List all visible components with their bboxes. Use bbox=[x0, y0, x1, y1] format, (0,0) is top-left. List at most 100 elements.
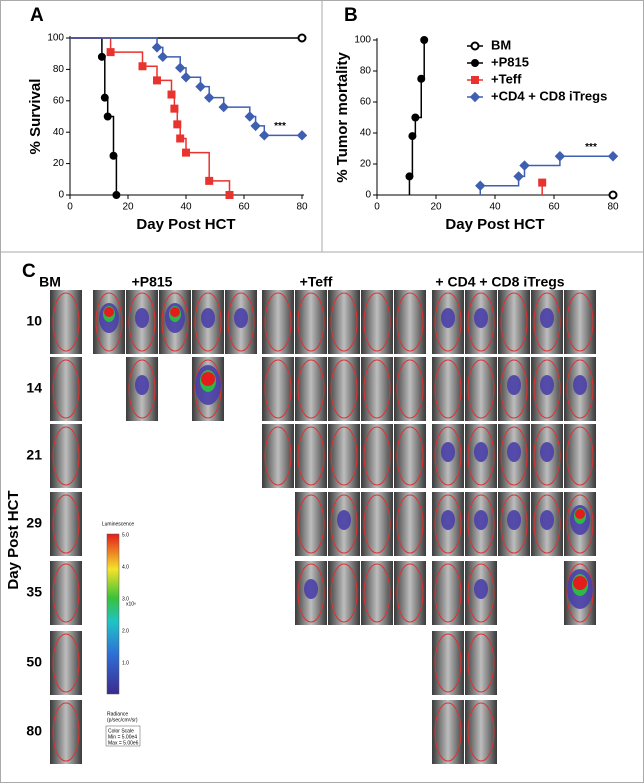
legend-label: +P815 bbox=[491, 54, 529, 69]
y-tick-label: 0 bbox=[58, 190, 64, 201]
mouse-image bbox=[432, 700, 464, 764]
mouse-outline bbox=[467, 702, 495, 762]
marker bbox=[218, 101, 229, 113]
mouse-image bbox=[295, 290, 327, 354]
annotation: *** bbox=[585, 142, 597, 153]
marker bbox=[138, 62, 147, 71]
signal bbox=[573, 375, 587, 395]
signal bbox=[304, 579, 318, 599]
mouse-outline bbox=[533, 359, 561, 419]
marker bbox=[475, 180, 486, 191]
mouse-outline bbox=[434, 563, 462, 623]
mouse-outline bbox=[500, 292, 528, 352]
mouse-image bbox=[432, 561, 464, 625]
marker bbox=[244, 111, 256, 122]
mouse-outline bbox=[566, 563, 594, 623]
row-label: 29 bbox=[26, 515, 42, 531]
marker bbox=[297, 33, 307, 43]
signal bbox=[135, 375, 149, 395]
mouse-image bbox=[394, 424, 426, 488]
colorbar-tick-label: 4.0 bbox=[122, 564, 129, 570]
signal bbox=[104, 307, 114, 317]
signal bbox=[441, 308, 455, 328]
mouse-outline bbox=[467, 633, 495, 693]
signal bbox=[474, 308, 488, 328]
mouse-outline bbox=[396, 359, 424, 419]
marker bbox=[167, 90, 176, 99]
mouse-outline bbox=[363, 426, 391, 486]
mouse-outline bbox=[363, 494, 391, 554]
x-tick-label: 20 bbox=[430, 202, 442, 213]
mouse-outline bbox=[396, 292, 424, 352]
mouse-outline bbox=[533, 494, 561, 554]
mouse-image bbox=[50, 700, 82, 764]
marker bbox=[417, 74, 426, 83]
mouse-outline bbox=[500, 426, 528, 486]
y-tick-label: 80 bbox=[360, 66, 372, 77]
row-label: 14 bbox=[26, 380, 42, 396]
marker bbox=[180, 72, 192, 83]
marker bbox=[106, 48, 115, 57]
mouse-outline bbox=[227, 292, 255, 352]
mouse-outline bbox=[297, 426, 325, 486]
mouse-image bbox=[465, 700, 497, 764]
marker bbox=[157, 51, 169, 63]
marker bbox=[170, 104, 179, 113]
mouse-outline bbox=[128, 292, 156, 352]
series-line bbox=[70, 37, 231, 195]
mouse-outline bbox=[330, 563, 358, 623]
marker bbox=[174, 62, 186, 74]
panel-label: C bbox=[22, 261, 36, 282]
marker bbox=[470, 41, 480, 51]
signal bbox=[474, 442, 488, 462]
colorbar-tick-label: 1.0 bbox=[122, 660, 129, 666]
mouse-outline bbox=[330, 494, 358, 554]
y-axis-label: % Survival bbox=[27, 79, 44, 155]
mouse-image bbox=[50, 290, 82, 354]
marker bbox=[103, 112, 112, 121]
row-label: 10 bbox=[26, 313, 42, 329]
mouse-outline bbox=[467, 494, 495, 554]
mouse-outline bbox=[500, 359, 528, 419]
marker bbox=[195, 81, 206, 92]
marker bbox=[151, 42, 163, 53]
mouse-outline bbox=[330, 359, 358, 419]
marker bbox=[471, 76, 479, 84]
marker bbox=[259, 130, 270, 141]
mouse-outline bbox=[396, 563, 424, 623]
mouse-image bbox=[328, 561, 360, 625]
signal bbox=[441, 442, 455, 462]
mouse-image bbox=[394, 492, 426, 556]
mouse-outline bbox=[566, 359, 594, 419]
mouse-image bbox=[361, 357, 393, 421]
signal bbox=[540, 308, 554, 328]
mouse-outline bbox=[467, 292, 495, 352]
mouse-image bbox=[295, 424, 327, 488]
mouse-outline bbox=[161, 292, 189, 352]
mouse-outline bbox=[194, 359, 222, 419]
scale-min: Min = 5.00e4 bbox=[108, 734, 137, 740]
y-tick-label: 60 bbox=[53, 95, 65, 106]
column-header: BM bbox=[39, 274, 61, 290]
mouse-outline bbox=[264, 426, 292, 486]
signal bbox=[201, 372, 215, 386]
x-tick-label: 0 bbox=[374, 202, 380, 213]
mouse-outline bbox=[467, 359, 495, 419]
signal bbox=[573, 576, 587, 590]
mouse-image bbox=[361, 424, 393, 488]
signal bbox=[575, 509, 585, 519]
mouse-outline bbox=[297, 359, 325, 419]
mouse-outline bbox=[533, 426, 561, 486]
marker bbox=[519, 160, 530, 171]
mouse-image bbox=[564, 424, 596, 488]
signal bbox=[135, 308, 149, 328]
y-tick-label: 40 bbox=[53, 127, 65, 138]
marker bbox=[173, 120, 182, 129]
y-tick-label: 20 bbox=[53, 158, 65, 169]
y-axis-label: % Tumor mortality bbox=[334, 52, 351, 183]
row-label: 35 bbox=[26, 584, 42, 600]
signal bbox=[507, 375, 521, 395]
legend-label: BM bbox=[491, 37, 511, 52]
mouse-image bbox=[328, 424, 360, 488]
